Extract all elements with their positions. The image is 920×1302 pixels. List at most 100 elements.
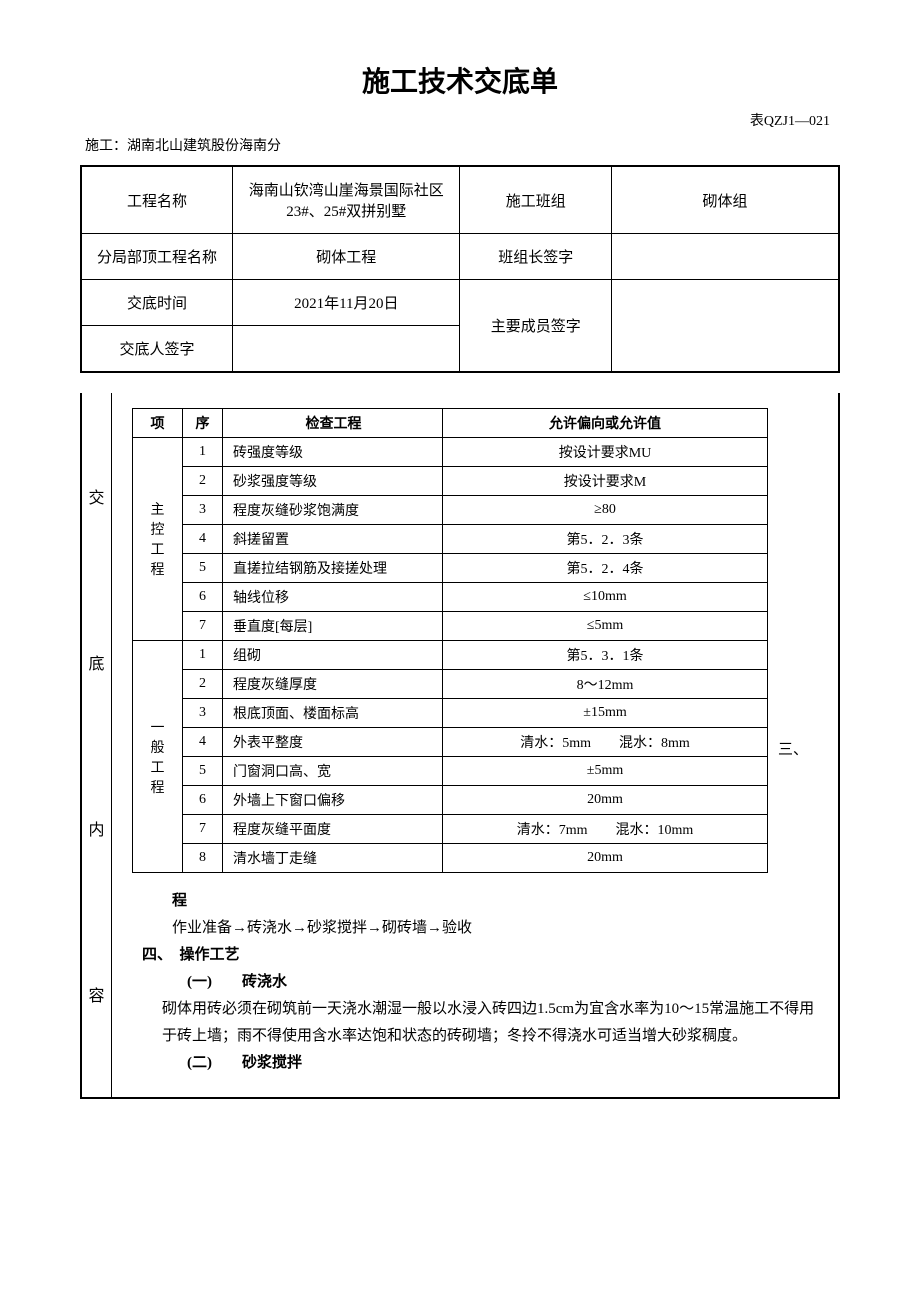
inspection-table: 项 序 检查工程 允许偏向或允许值 主控工程1砖强度等级按设计要求MU2砂浆强度… <box>132 408 768 873</box>
table-row: 7程度灰缝平面度清水：7mm 混水：10mm <box>133 815 768 844</box>
col-item: 项 <box>133 409 183 438</box>
cell-check: 根底顶面、楼面标高 <box>223 699 443 728</box>
section-four-one-text: 砌体用砖必须在砌筑前一天浇水潮湿一般以水浸入砖四边1.5cm为宜含水率为10～1… <box>132 996 818 1050</box>
cell-check: 砖强度等级 <box>223 438 443 467</box>
signer-label: 交底人签字 <box>81 326 233 373</box>
cell-allow: ≤5mm <box>443 612 768 641</box>
sub-project-value: 砌体工程 <box>233 234 460 280</box>
table-row: 8清水墙丁走缝20mm <box>133 844 768 873</box>
cell-check: 程度灰缝厚度 <box>223 670 443 699</box>
cell-seq: 7 <box>183 815 223 844</box>
cell-check: 程度灰缝砂浆饱满度 <box>223 496 443 525</box>
table-row: 一般工程1组砌第5．3．1条 <box>133 641 768 670</box>
table-row: 主控工程1砖强度等级按设计要求MU <box>133 438 768 467</box>
process-section: 程 作业准备→砖浇水→砂浆搅拌→砌砖墙→验收 四、 操作工艺 (一) 砖浇水 砌… <box>132 888 818 1077</box>
col-allow: 允许偏向或允许值 <box>443 409 768 438</box>
table-row: 2程度灰缝厚度8～12mm <box>133 670 768 699</box>
sub-project-label: 分局部顶工程名称 <box>81 234 233 280</box>
cell-allow: 第5．3．1条 <box>443 641 768 670</box>
side-char: 交 <box>88 484 104 508</box>
side-char: 容 <box>88 982 104 1006</box>
cell-allow: ≥80 <box>443 496 768 525</box>
cell-check: 直搓拉结钢筋及接搓处理 <box>223 554 443 583</box>
side-label: 交 底 内 容 <box>82 393 112 1097</box>
cell-seq: 6 <box>183 786 223 815</box>
cell-seq: 3 <box>183 496 223 525</box>
cell-seq: 6 <box>183 583 223 612</box>
cell-allow: 清水：7mm 混水：10mm <box>443 815 768 844</box>
section-four-one-heading: (一) 砖浇水 <box>132 969 818 996</box>
contractor-line: 施工：湖南北山建筑股份海南分 <box>80 135 840 155</box>
section-four-two-heading: (二) 砂浆搅拌 <box>132 1050 818 1077</box>
table-row: 5门窗洞口高、宽±5mm <box>133 757 768 786</box>
cell-check: 垂直度[每层] <box>223 612 443 641</box>
cell-seq: 5 <box>183 554 223 583</box>
cell-check: 轴线位移 <box>223 583 443 612</box>
team-value: 砌体组 <box>612 166 839 234</box>
cell-seq: 1 <box>183 641 223 670</box>
project-name-value: 海南山钦湾山崖海景国际社区23#、25#双拼别墅 <box>233 166 460 234</box>
project-name-label: 工程名称 <box>81 166 233 234</box>
cell-allow: 20mm <box>443 844 768 873</box>
cell-check: 外墙上下窗口偏移 <box>223 786 443 815</box>
process-text: 作业准备→砖浇水→砂浆搅拌→砌砖墙→验收 <box>132 915 818 942</box>
cell-allow: ±15mm <box>443 699 768 728</box>
cell-check: 砂浆强度等级 <box>223 467 443 496</box>
cell-allow: 第5．2．3条 <box>443 525 768 554</box>
document-title: 施工技术交底单 <box>80 60 840 100</box>
table-row: 6轴线位移≤10mm <box>133 583 768 612</box>
content-area: 项 序 检查工程 允许偏向或允许值 主控工程1砖强度等级按设计要求MU2砂浆强度… <box>112 393 838 1097</box>
team-leader-label: 班组长签字 <box>460 234 612 280</box>
group2-label: 一般工程 <box>133 641 183 873</box>
cell-check: 组砌 <box>223 641 443 670</box>
table-row: 7垂直度[每层]≤5mm <box>133 612 768 641</box>
header-table: 工程名称 海南山钦湾山崖海景国际社区23#、25#双拼别墅 施工班组 砌体组 分… <box>80 165 840 373</box>
members-label: 主要成员签字 <box>460 280 612 373</box>
team-label: 施工班组 <box>460 166 612 234</box>
cell-allow: 20mm <box>443 786 768 815</box>
table-row: 4斜搓留置第5．2．3条 <box>133 525 768 554</box>
time-value: 2021年11月20日 <box>233 280 460 326</box>
table-row: 3根底顶面、楼面标高±15mm <box>133 699 768 728</box>
cell-check: 清水墙丁走缝 <box>223 844 443 873</box>
cell-seq: 8 <box>183 844 223 873</box>
team-leader-value <box>612 234 839 280</box>
table-row: 2砂浆强度等级按设计要求M <box>133 467 768 496</box>
table-row: 5直搓拉结钢筋及接搓处理第5．2．4条 <box>133 554 768 583</box>
cell-seq: 4 <box>183 728 223 757</box>
col-check: 检查工程 <box>223 409 443 438</box>
cell-check: 斜搓留置 <box>223 525 443 554</box>
members-value <box>612 280 839 373</box>
table-row: 6外墙上下窗口偏移20mm <box>133 786 768 815</box>
section-three-marker: 三、 <box>768 408 818 759</box>
cell-seq: 1 <box>183 438 223 467</box>
cell-check: 外表平整度 <box>223 728 443 757</box>
time-label: 交底时间 <box>81 280 233 326</box>
table-row: 4外表平整度清水：5mm 混水：8mm <box>133 728 768 757</box>
cell-allow: ±5mm <box>443 757 768 786</box>
cell-allow: 按设计要求M <box>443 467 768 496</box>
side-char: 底 <box>88 650 104 674</box>
cell-allow: 第5．2．4条 <box>443 554 768 583</box>
cell-allow: 按设计要求MU <box>443 438 768 467</box>
cell-seq: 4 <box>183 525 223 554</box>
table-code: 表QZJ1—021 <box>80 110 840 130</box>
cell-allow: 清水：5mm 混水：8mm <box>443 728 768 757</box>
cell-seq: 3 <box>183 699 223 728</box>
section-four-heading: 四、 操作工艺 <box>132 942 818 969</box>
col-seq: 序 <box>183 409 223 438</box>
cell-allow: ≤10mm <box>443 583 768 612</box>
table-row: 3程度灰缝砂浆饱满度≥80 <box>133 496 768 525</box>
side-char: 内 <box>88 816 104 840</box>
cell-allow: 8～12mm <box>443 670 768 699</box>
cell-seq: 7 <box>183 612 223 641</box>
cell-check: 门窗洞口高、宽 <box>223 757 443 786</box>
cell-check: 程度灰缝平面度 <box>223 815 443 844</box>
process-heading: 程 <box>132 888 818 915</box>
cell-seq: 2 <box>183 467 223 496</box>
content-container: 交 底 内 容 项 序 检查工程 允许偏向或允许值 主控工程1砖强度等级按设计要… <box>80 393 840 1099</box>
cell-seq: 5 <box>183 757 223 786</box>
group1-label: 主控工程 <box>133 438 183 641</box>
cell-seq: 2 <box>183 670 223 699</box>
signer-value <box>233 326 460 373</box>
